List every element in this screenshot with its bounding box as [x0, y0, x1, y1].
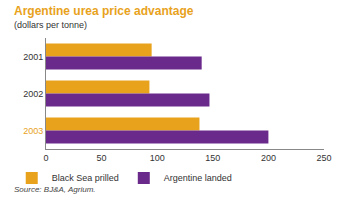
svg-text:2003: 2003 [23, 126, 43, 136]
svg-text:2001: 2001 [23, 52, 43, 62]
svg-text:2002: 2002 [23, 89, 43, 99]
svg-text:100: 100 [150, 153, 165, 163]
svg-text:50: 50 [97, 153, 107, 163]
svg-text:150: 150 [205, 153, 220, 163]
svg-text:250: 250 [316, 153, 331, 163]
svg-text:Argentine urea price advantage: Argentine urea price advantage [14, 4, 194, 18]
svg-text:(dollars per tonne): (dollars per tonne) [14, 20, 87, 30]
svg-text:0: 0 [43, 153, 48, 163]
svg-text:200: 200 [261, 153, 276, 163]
svg-text:Source: BJ&A, Agrium.: Source: BJ&A, Agrium. [14, 185, 96, 194]
svg-text:Black Sea prilled: Black Sea prilled [52, 173, 119, 183]
svg-text:Argentine landed: Argentine landed [164, 173, 232, 183]
